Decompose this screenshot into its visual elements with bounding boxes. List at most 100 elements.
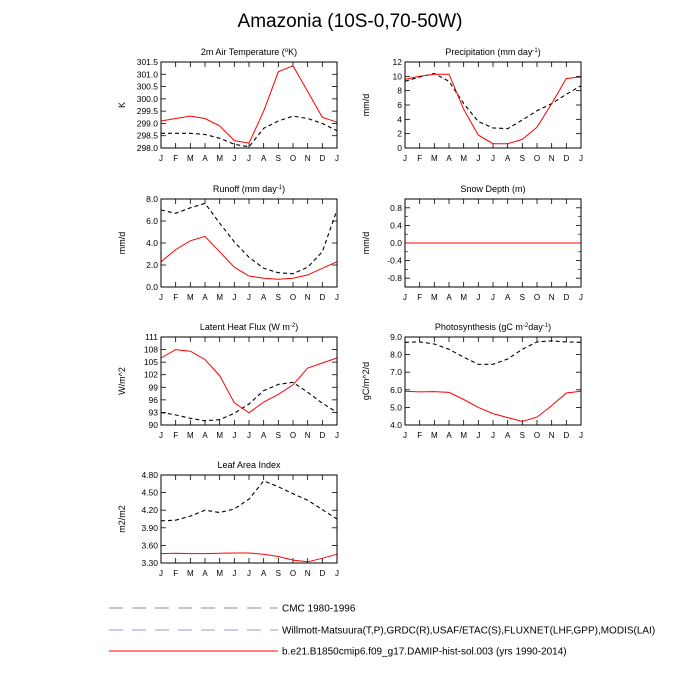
plot-frame <box>160 198 338 288</box>
y-tick-label: 6.0 <box>390 385 402 395</box>
month-label: J <box>159 431 163 440</box>
month-label: F <box>417 431 422 440</box>
y-axis-label: m2/m2 <box>117 505 127 533</box>
month-label: D <box>319 431 325 440</box>
y-tick-label: 105 <box>144 357 158 367</box>
obs-series-line <box>160 202 338 275</box>
month-label: M <box>460 293 467 302</box>
month-label: M <box>216 154 223 163</box>
chart-panel-1: 2m Air Temperature (oK) K 298.0 298.5 299.0 2… <box>117 47 339 163</box>
month-label: A <box>446 293 452 302</box>
y-tick-label: 96 <box>149 395 159 405</box>
obs-series-line <box>404 340 582 365</box>
month-label: A <box>505 293 511 302</box>
month-label: A <box>446 154 452 163</box>
y-tick-label: 301.5 <box>137 57 159 67</box>
y-tick-label: 3.60 <box>141 540 158 550</box>
title-text: Runoff (mm day <box>213 184 277 194</box>
model-series-line <box>404 73 582 145</box>
month-label: D <box>319 569 325 578</box>
model-series-line <box>160 552 338 563</box>
month-label: F <box>173 431 178 440</box>
month-label: J <box>491 154 495 163</box>
title-text: day <box>528 322 543 332</box>
month-label: F <box>173 154 178 163</box>
obs-series-line <box>160 381 338 422</box>
month-label: J <box>579 154 583 163</box>
title-superscript: -1 <box>277 185 283 191</box>
title-superscript: -1 <box>532 48 538 54</box>
month-label: N <box>305 569 311 578</box>
month-label: J <box>403 154 407 163</box>
y-tick-label: 0.0 <box>146 282 158 292</box>
month-label: D <box>563 293 569 302</box>
panel-title: 2m Air Temperature (oK) <box>201 47 297 57</box>
y-axis-label: K <box>117 102 127 108</box>
plot-frame <box>160 336 338 426</box>
month-label: M <box>187 569 194 578</box>
month-label: J <box>476 431 480 440</box>
y-tick-label: 8.0 <box>390 350 402 360</box>
legend-label: b.e21.B1850cmip6.f09_g17.DAMIP-hist-sol.… <box>282 647 567 658</box>
month-label: O <box>290 431 296 440</box>
month-label: M <box>431 431 438 440</box>
title-text: Snow Depth (m) <box>460 184 525 194</box>
legend: CMC 1980-1996 Willmott-Matsuura(T,P),GRDC… <box>109 604 655 658</box>
y-tick-label: 108 <box>144 345 158 355</box>
plot-frame <box>160 474 338 564</box>
month-label: N <box>305 293 311 302</box>
month-label: F <box>417 293 422 302</box>
title-text: ) <box>295 322 298 332</box>
title-superscript: o <box>285 48 289 54</box>
y-tick-label: 0.0 <box>390 238 402 248</box>
month-label: S <box>276 154 281 163</box>
legend-label: CMC 1980-1996 <box>282 604 356 615</box>
month-label: A <box>261 569 267 578</box>
chart-panel-5: Latent Heat Flux (W m-2) W/m^2 90 93 96 99 102… <box>117 322 339 440</box>
y-tick-label: 3.90 <box>141 523 158 533</box>
month-label: D <box>319 293 325 302</box>
month-label: D <box>563 431 569 440</box>
y-tick-label: 10 <box>393 71 403 81</box>
month-label: A <box>202 154 208 163</box>
panel-title: Snow Depth (m) <box>460 184 525 194</box>
panel-title: Photosynthesis (gC m-2day-1) <box>435 322 551 332</box>
month-label: S <box>276 569 281 578</box>
month-label: J <box>491 431 495 440</box>
month-label: N <box>305 154 311 163</box>
month-label: O <box>290 154 296 163</box>
month-label: M <box>216 293 223 302</box>
month-label: M <box>187 431 194 440</box>
month-label: M <box>216 569 223 578</box>
month-label: F <box>417 154 422 163</box>
month-label: D <box>319 154 325 163</box>
y-tick-label: 4.80 <box>141 470 158 480</box>
month-label: D <box>563 154 569 163</box>
month-label: J <box>579 431 583 440</box>
month-label: J <box>232 154 236 163</box>
y-tick-label: 9.0 <box>390 332 402 342</box>
obs-series-line <box>404 72 582 130</box>
month-label: A <box>505 154 511 163</box>
month-label: M <box>187 293 194 302</box>
month-label: N <box>305 431 311 440</box>
month-label: A <box>261 431 267 440</box>
plot-frame <box>160 61 338 149</box>
y-tick-label: -0.4 <box>387 256 402 266</box>
month-label: S <box>276 431 281 440</box>
panel-title: Precipitation (mm day-1) <box>445 47 540 57</box>
plot-frame <box>404 198 582 288</box>
title-text: K) <box>288 47 297 57</box>
month-label: J <box>335 431 339 440</box>
month-label: O <box>290 569 296 578</box>
y-tick-label: 0 <box>397 143 402 153</box>
title-text: ) <box>282 184 285 194</box>
y-tick-label: 12 <box>393 57 403 67</box>
panel-title: Leaf Area Index <box>217 460 281 470</box>
month-label: M <box>431 293 438 302</box>
y-tick-label: 300.0 <box>137 94 159 104</box>
title-text: Leaf Area Index <box>217 460 281 470</box>
legend-item-2: Willmott-Matsuura(T,P),GRDC(R),USAF/ETAC… <box>109 626 655 637</box>
month-label: O <box>290 293 296 302</box>
